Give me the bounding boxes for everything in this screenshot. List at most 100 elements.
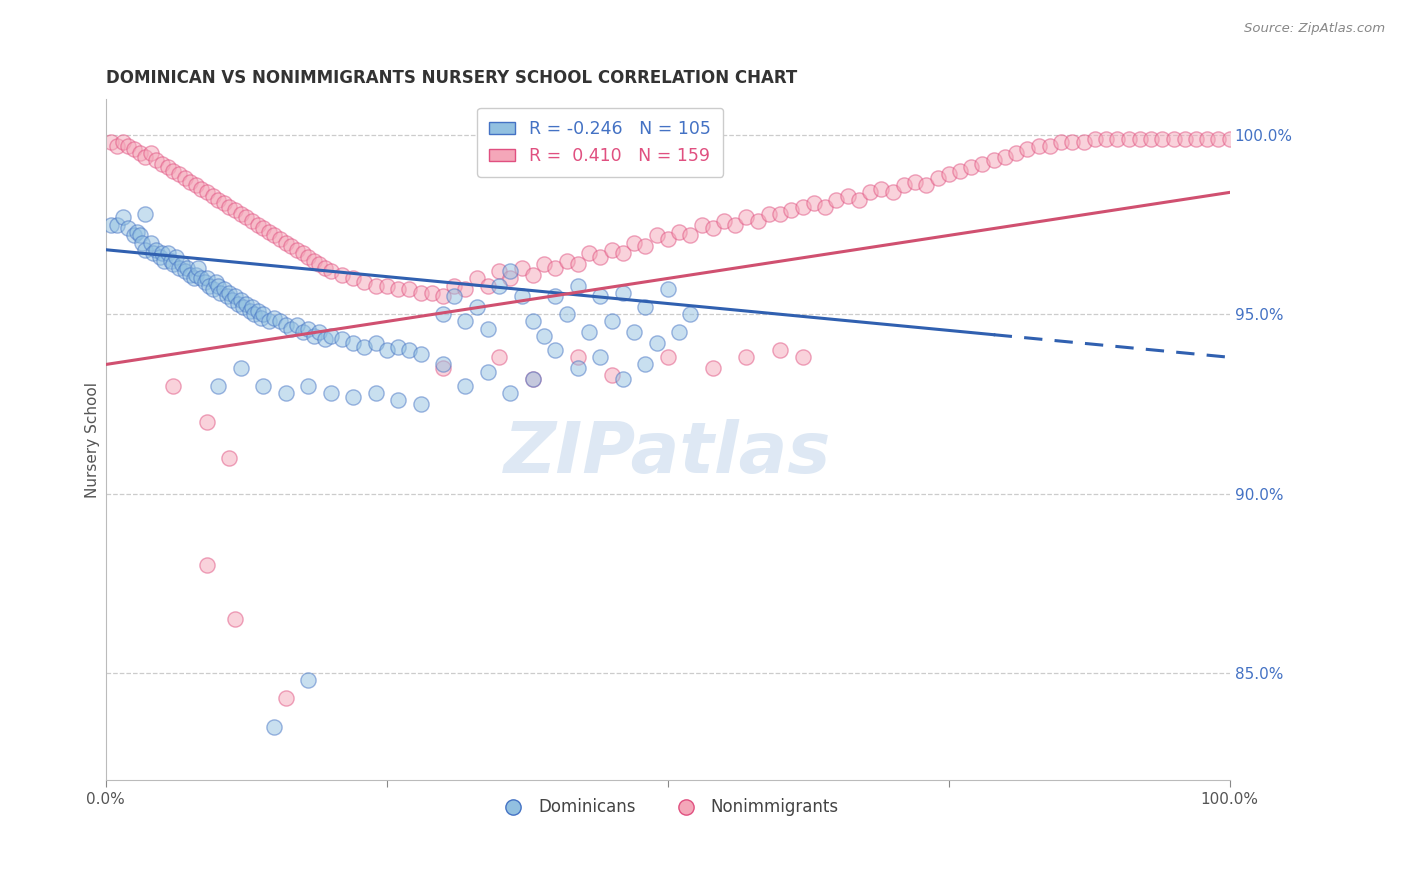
Point	[274, 690, 297, 705]
Point	[117, 221, 139, 235]
Point	[1084, 131, 1107, 145]
Point	[134, 207, 156, 221]
Point	[1197, 131, 1219, 145]
Point	[308, 257, 330, 271]
Point	[122, 228, 145, 243]
Point	[187, 260, 209, 275]
Point	[600, 368, 623, 383]
Point	[183, 271, 205, 285]
Point	[668, 225, 690, 239]
Point	[522, 268, 544, 282]
Point	[353, 275, 375, 289]
Point	[139, 235, 162, 250]
Point	[702, 221, 724, 235]
Point	[314, 332, 336, 346]
Point	[280, 321, 302, 335]
Point	[269, 232, 291, 246]
Point	[205, 275, 228, 289]
Text: Source: ZipAtlas.com: Source: ZipAtlas.com	[1244, 22, 1385, 36]
Point	[252, 221, 274, 235]
Point	[747, 214, 769, 228]
Point	[634, 300, 657, 314]
Point	[280, 239, 302, 253]
Point	[488, 351, 510, 365]
Point	[432, 307, 454, 321]
Point	[488, 264, 510, 278]
Point	[713, 214, 735, 228]
Point	[960, 161, 983, 175]
Point	[780, 203, 803, 218]
Point	[904, 175, 927, 189]
Point	[454, 314, 477, 328]
Point	[477, 365, 499, 379]
Point	[228, 296, 250, 310]
Point	[209, 285, 232, 300]
Point	[176, 260, 198, 275]
Point	[578, 246, 600, 260]
Point	[612, 285, 634, 300]
Point	[212, 282, 235, 296]
Point	[291, 246, 314, 260]
Point	[269, 314, 291, 328]
Point	[814, 200, 837, 214]
Point	[409, 285, 432, 300]
Point	[1174, 131, 1197, 145]
Point	[510, 289, 533, 303]
Point	[465, 271, 488, 285]
Point	[195, 271, 218, 285]
Point	[623, 325, 645, 339]
Point	[522, 372, 544, 386]
Point	[319, 264, 342, 278]
Point	[792, 200, 814, 214]
Point	[195, 186, 218, 200]
Point	[432, 361, 454, 376]
Point	[117, 138, 139, 153]
Point	[127, 225, 149, 239]
Point	[409, 397, 432, 411]
Point	[623, 235, 645, 250]
Point	[232, 300, 254, 314]
Point	[510, 260, 533, 275]
Point	[111, 135, 134, 149]
Point	[769, 343, 792, 358]
Point	[825, 193, 848, 207]
Point	[657, 232, 679, 246]
Point	[1107, 131, 1129, 145]
Point	[162, 164, 184, 178]
Point	[533, 257, 555, 271]
Point	[153, 253, 176, 268]
Point	[218, 450, 240, 465]
Point	[190, 182, 212, 196]
Point	[848, 193, 870, 207]
Point	[567, 257, 589, 271]
Point	[297, 673, 319, 687]
Point	[274, 386, 297, 401]
Point	[499, 386, 522, 401]
Point	[544, 260, 567, 275]
Point	[167, 260, 190, 275]
Point	[162, 379, 184, 393]
Point	[207, 379, 229, 393]
Point	[302, 328, 325, 343]
Point	[1050, 135, 1073, 149]
Point	[949, 164, 972, 178]
Point	[105, 218, 128, 232]
Point	[150, 246, 173, 260]
Point	[387, 282, 409, 296]
Point	[1129, 131, 1152, 145]
Point	[150, 157, 173, 171]
Point	[522, 314, 544, 328]
Point	[499, 271, 522, 285]
Point	[645, 228, 668, 243]
Point	[724, 218, 747, 232]
Point	[364, 278, 387, 293]
Point	[229, 207, 252, 221]
Point	[201, 282, 224, 296]
Point	[387, 393, 409, 408]
Point	[443, 289, 465, 303]
Point	[915, 178, 938, 193]
Point	[190, 271, 212, 285]
Text: DOMINICAN VS NONIMMIGRANTS NURSERY SCHOOL CORRELATION CHART: DOMINICAN VS NONIMMIGRANTS NURSERY SCHOO…	[105, 69, 797, 87]
Point	[252, 379, 274, 393]
Point	[198, 278, 221, 293]
